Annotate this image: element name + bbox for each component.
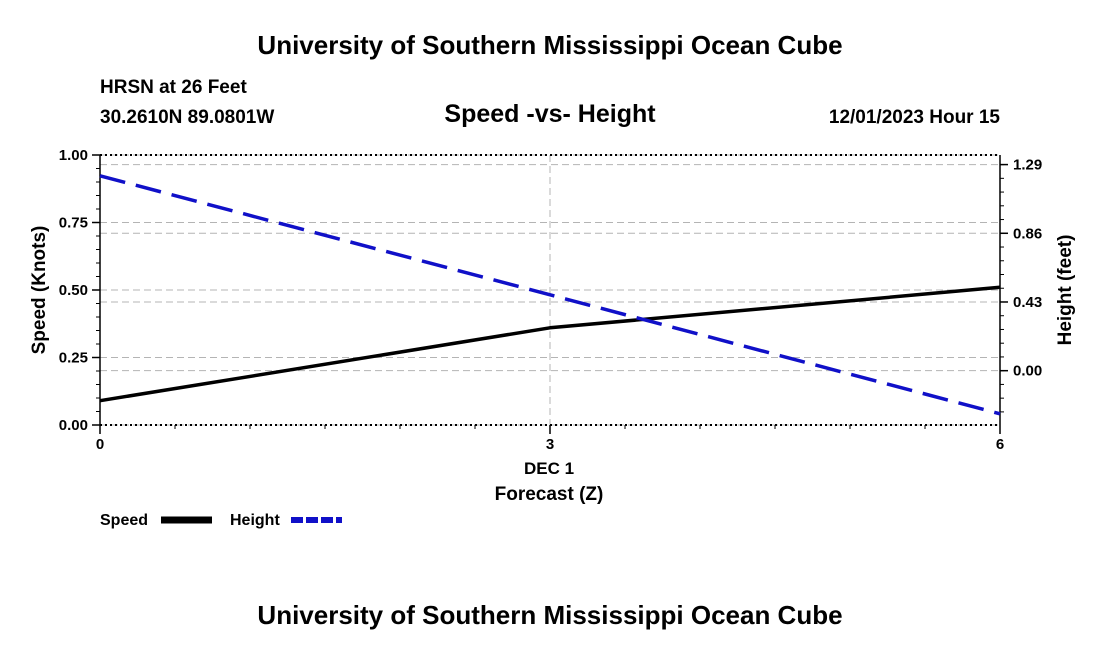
y-right-tick-label: 0.86 (1013, 225, 1042, 242)
y-left-tick-label: 0.25 (59, 350, 88, 367)
x-tick-label: 6 (996, 436, 1004, 453)
series-speed-line (99, 285, 1001, 403)
page-title: University of Southern Mississippi Ocean… (257, 30, 843, 60)
x-date-label: DEC 1 (524, 459, 574, 478)
y-left-tick-label: 0.00 (59, 417, 88, 434)
station-label: HRSN at 26 Feet (100, 77, 247, 98)
x-tick-label: 3 (546, 436, 554, 453)
y-right-tick-label: 0.00 (1013, 363, 1042, 380)
x-axis-label: Forecast (Z) (495, 484, 604, 505)
y-right-tick-label: 0.43 (1013, 294, 1042, 311)
y-left-tick-label: 0.75 (59, 215, 88, 232)
location-label: 30.2610N 89.0801W (100, 107, 275, 128)
y-left-tick-label: 1.00 (59, 147, 88, 164)
axis-labels: DEC 1 Forecast (Z) Speed (Knots) Height … (29, 226, 1076, 505)
y-right-tick-label: 1.29 (1013, 157, 1042, 174)
footer-title: University of Southern Mississippi Ocean… (257, 600, 843, 630)
legend-height-label: Height (230, 512, 280, 529)
axis-ticks: 0.00 0.25 0.50 0.75 1.00 0.00 0.43 0.86 1.29 0 3 6 (59, 147, 1042, 453)
y-axis-label-right: Height (feet) (1055, 235, 1076, 346)
datetime-label: 12/01/2023 Hour 15 (828, 107, 1000, 128)
chart-title: Speed -vs- Height (444, 100, 656, 128)
legend: Speed Height (100, 512, 342, 529)
series-height-line (99, 174, 1001, 416)
y-axis-label-left: Speed (Knots) (29, 226, 50, 355)
x-tick-label: 0 (96, 436, 104, 453)
series-layer (99, 174, 1001, 416)
y-left-tick-label: 0.50 (59, 282, 88, 299)
grid-layer (99, 154, 1001, 426)
legend-speed-label: Speed (100, 512, 148, 529)
